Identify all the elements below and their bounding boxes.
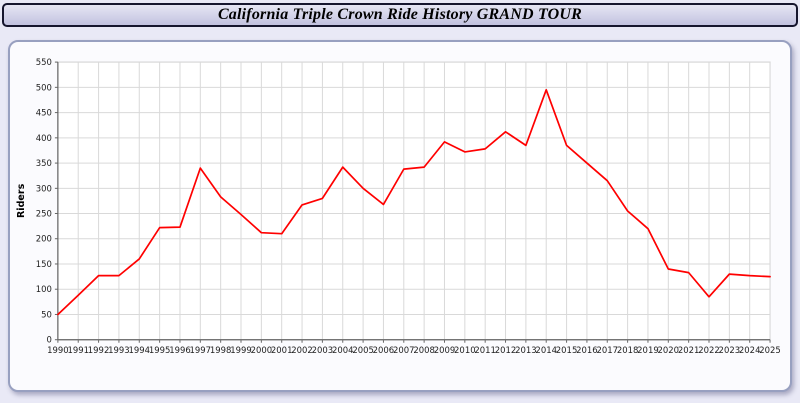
page-title: California Triple Crown Ride History GRA… (217, 6, 583, 23)
x-tick-label: 2022 (698, 346, 720, 356)
y-tick-label: 550 (36, 58, 52, 68)
x-tick-label: 1990 (47, 346, 69, 356)
y-tick-label: 150 (36, 260, 52, 270)
x-tick-label: 2016 (576, 346, 598, 356)
x-tick-label: 2019 (637, 346, 659, 356)
chart-svg: 1990199119921993199419951996199719981999… (16, 58, 781, 356)
y-tick-label: 100 (36, 285, 52, 295)
x-tick-label: 1997 (190, 346, 212, 356)
x-tick-label: 2008 (413, 346, 435, 356)
y-tick-label: 0 (46, 336, 51, 346)
x-tick-label: 2024 (739, 346, 761, 356)
x-tick-label: 2011 (474, 346, 496, 356)
chart-panel: 1990 1991 1992 1993 1994 1995 1996 1997 1998 1999… (8, 40, 792, 392)
x-tick-label: 1999 (230, 346, 252, 356)
x-tick-label: 2004 (332, 346, 354, 356)
x-tick-label: 1998 (210, 346, 232, 356)
x-tick-label: 2007 (393, 346, 415, 356)
x-tick-label: 2020 (658, 346, 680, 356)
x-tick-label: 2023 (719, 346, 741, 356)
y-tick-label: 350 (36, 159, 52, 169)
y-tick-label: 450 (36, 109, 52, 119)
x-tick-label: 1991 (67, 346, 89, 356)
y-tick-label: 300 (36, 184, 52, 194)
x-tick-label: 2014 (535, 346, 557, 356)
x-tick-label: 2017 (596, 346, 618, 356)
y-tick-label: 500 (36, 83, 52, 93)
y-tick-label: 250 (36, 209, 52, 219)
x-tick-label: 2021 (678, 346, 700, 356)
x-tick-label: 2002 (291, 346, 313, 356)
x-tick-label: 2013 (515, 346, 537, 356)
x-tick-label: 2010 (454, 346, 476, 356)
x-tick-label: 2025 (759, 346, 781, 356)
x-tick-label: 2012 (495, 346, 517, 356)
x-tick-label: 2018 (617, 346, 639, 356)
x-tick-label: 2000 (251, 346, 273, 356)
chart-title-bar: California Triple Crown Ride History GRA… (2, 3, 798, 27)
x-tick-label: 1994 (128, 346, 150, 356)
x-tick-label: 2005 (352, 346, 374, 356)
x-tick-label: 1993 (108, 346, 130, 356)
x-tick-label: 1996 (169, 346, 191, 356)
y-tick-label: 50 (41, 310, 52, 320)
riders-series-line (57, 89, 771, 316)
y-axis-title: Riders (16, 183, 27, 218)
x-tick-label: 2001 (271, 346, 293, 356)
x-tick-label: 2006 (373, 346, 395, 356)
x-tick-label: 2015 (556, 346, 578, 356)
y-tick-label: 200 (36, 235, 52, 245)
x-tick-label: 1992 (88, 346, 110, 356)
x-tick-label: 2003 (312, 346, 334, 356)
y-tick-label: 400 (36, 134, 52, 144)
x-tick-label: 1995 (149, 346, 171, 356)
x-tick-label: 2009 (434, 346, 456, 356)
